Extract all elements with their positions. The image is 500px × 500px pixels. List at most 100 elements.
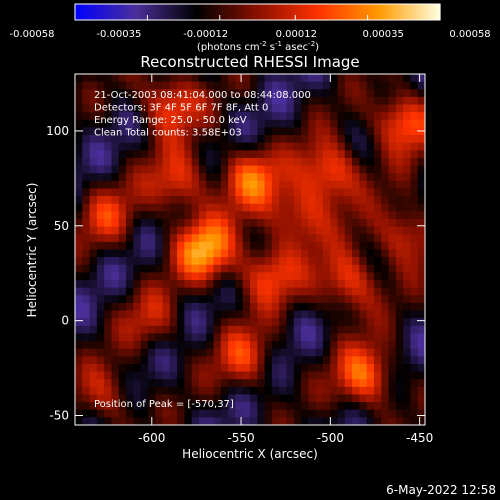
heatmap-cell — [213, 264, 222, 273]
heatmap-cell — [169, 104, 178, 113]
heatmap-cell — [264, 325, 273, 334]
heatmap-cell — [381, 188, 389, 197]
heatmap-cell — [242, 341, 251, 350]
heatmap-cell — [133, 150, 142, 159]
heatmap-cell — [82, 325, 90, 334]
heatmap-cell — [184, 386, 193, 395]
heatmap-cell — [395, 74, 404, 83]
heatmap-cell — [213, 157, 222, 166]
heatmap-cell — [257, 363, 265, 372]
heatmap-cell — [330, 302, 338, 311]
heatmap-cell — [118, 96, 127, 105]
heatmap-cell — [381, 341, 389, 350]
heatmap-cell — [133, 112, 142, 121]
heatmap-cell — [206, 234, 214, 243]
heatmap-cell — [155, 96, 163, 105]
heatmap-cell — [96, 173, 105, 182]
heatmap-cell — [111, 302, 120, 311]
heatmap-cell — [111, 188, 120, 197]
heatmap-cell — [235, 119, 244, 128]
heatmap-cell — [352, 333, 360, 342]
heatmap-cell — [75, 234, 83, 243]
heatmap-cell — [155, 402, 163, 411]
heatmap-cell — [220, 150, 229, 159]
heatmap-cell — [133, 218, 142, 228]
heatmap-cell — [417, 264, 426, 273]
heatmap-cell — [315, 371, 324, 380]
heatmap-cell — [410, 341, 419, 350]
heatmap-cell — [191, 104, 200, 113]
heatmap-cell — [104, 386, 112, 395]
heatmap-cell — [235, 272, 244, 281]
heatmap-cell — [96, 272, 105, 281]
heatmap-cell — [395, 112, 404, 121]
heatmap-cell — [126, 89, 134, 98]
heatmap-cell — [293, 218, 302, 228]
heatmap-cell — [279, 363, 287, 372]
heatmap-cell — [184, 348, 193, 357]
heatmap-cell — [177, 341, 185, 350]
heatmap-cell — [381, 157, 389, 166]
heatmap-cell — [177, 325, 185, 334]
heatmap-cell — [279, 188, 287, 197]
heatmap-cell — [337, 196, 346, 205]
heatmap-cell — [352, 394, 360, 403]
colorbar-segment — [400, 4, 405, 20]
heatmap-cell — [293, 135, 302, 144]
heatmap-cell — [198, 74, 207, 83]
heatmap-cell — [293, 180, 302, 189]
heatmap-cell — [257, 188, 265, 197]
heatmap-cell — [250, 89, 258, 98]
heatmap-cell — [330, 157, 338, 166]
heatmap-cell — [228, 379, 236, 388]
heatmap-cell — [126, 333, 134, 342]
heatmap-cell — [169, 341, 178, 350]
heatmap-cell — [140, 89, 149, 98]
heatmap-cell — [279, 203, 287, 212]
heatmap-cell — [235, 89, 244, 98]
heatmap-cell — [126, 371, 134, 380]
heatmap-cell — [155, 135, 163, 144]
heatmap-cell — [111, 74, 120, 83]
heatmap-cell — [352, 386, 360, 395]
heatmap-cell — [330, 295, 338, 304]
heatmap-cell — [403, 165, 411, 174]
heatmap-cell — [228, 280, 236, 289]
heatmap-cell — [308, 363, 317, 372]
heatmap-cell — [162, 112, 171, 121]
colorbar-segment — [99, 4, 103, 20]
heatmap-cell — [220, 272, 229, 281]
x-axis-label: Heliocentric X (arcsec) — [182, 447, 318, 461]
heatmap-cell — [104, 333, 112, 342]
heatmap-cell — [352, 356, 360, 365]
heatmap-cell — [381, 318, 389, 327]
heatmap-cell — [264, 379, 273, 388]
heatmap-cell — [242, 157, 251, 166]
heatmap-cell — [366, 386, 375, 395]
heatmap-cell — [242, 196, 251, 205]
heatmap-cell — [118, 333, 127, 342]
heatmap-cell — [104, 74, 112, 83]
heatmap-cell — [206, 241, 214, 250]
heatmap-cell — [228, 272, 236, 281]
heatmap-cell — [271, 310, 280, 319]
heatmap-cell — [308, 135, 317, 144]
heatmap-cell — [388, 104, 397, 113]
heatmap-cell — [395, 234, 404, 243]
heatmap-cell — [82, 333, 90, 342]
heatmap-cell — [75, 157, 83, 166]
heatmap-cell — [315, 234, 324, 243]
heatmap-cell — [388, 196, 397, 205]
heatmap-cell — [352, 234, 360, 243]
heatmap-cell — [359, 409, 368, 418]
heatmap-cell — [366, 188, 375, 197]
heatmap-cell — [352, 348, 360, 357]
heatmap-cell — [111, 402, 120, 411]
heatmap-cell — [184, 112, 193, 121]
heatmap-cell — [373, 157, 382, 166]
heatmap-cell — [198, 218, 207, 228]
heatmap-cell — [395, 386, 404, 395]
colorbar-segment — [75, 4, 79, 20]
colorbar-segment — [309, 4, 313, 20]
heatmap-cell — [395, 356, 404, 365]
